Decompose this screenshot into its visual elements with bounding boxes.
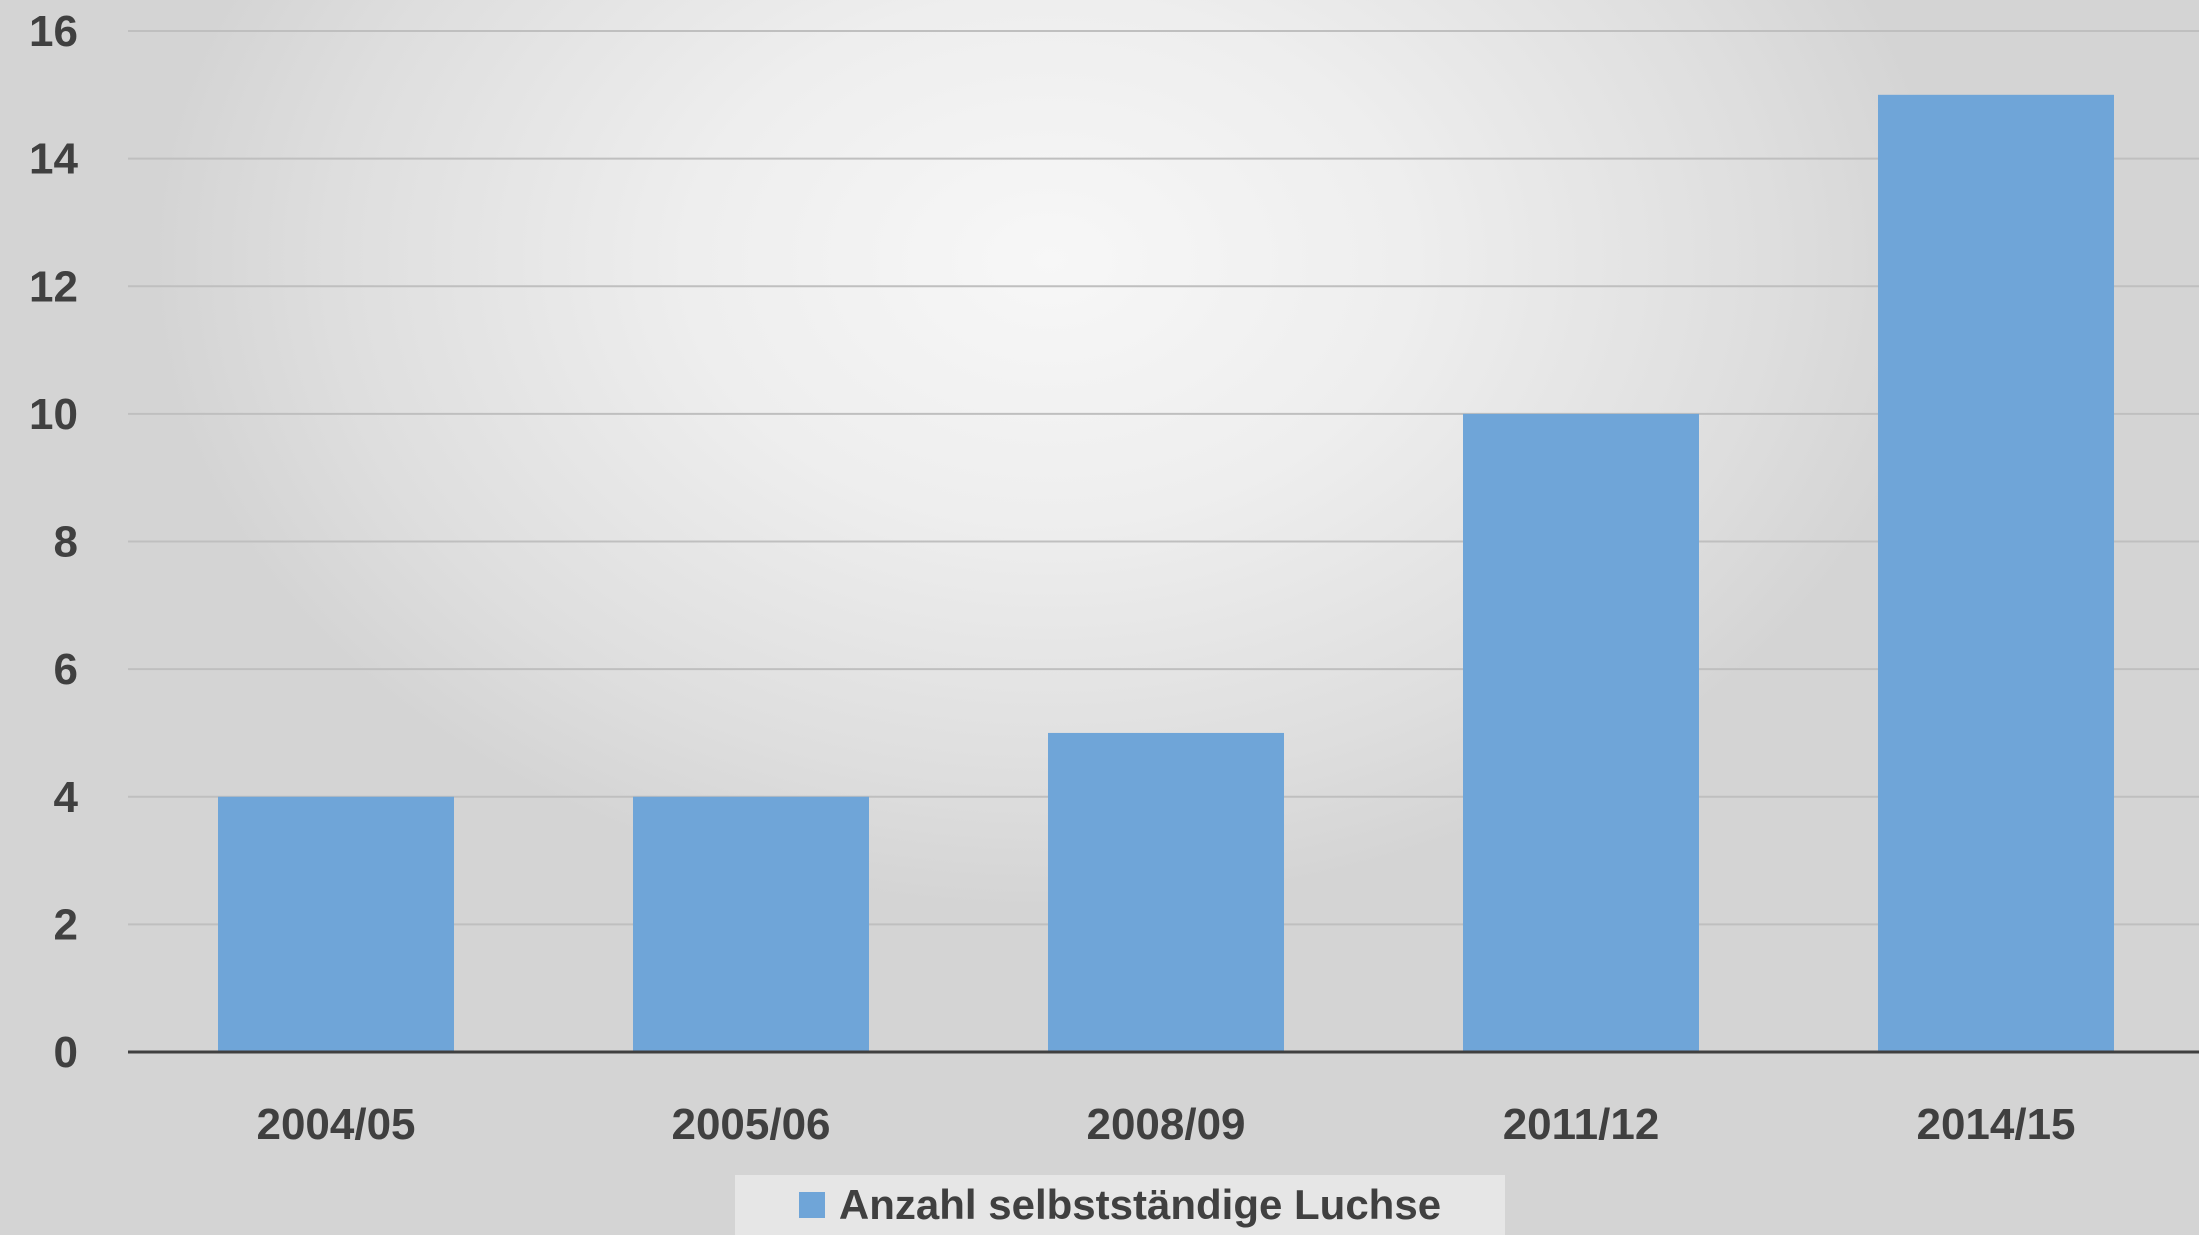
x-tick-label: 2005/06: [671, 1100, 830, 1149]
bar: [1878, 94, 2114, 1052]
y-tick-label: 16: [29, 7, 78, 56]
x-tick-label: 2004/05: [256, 1100, 415, 1149]
bar: [633, 796, 869, 1052]
legend: Anzahl selbstständige Luchse: [735, 1175, 1505, 1235]
legend-swatch: [798, 1192, 825, 1218]
x-tick-label: 2014/15: [1916, 1100, 2075, 1149]
y-tick-label: 8: [54, 518, 78, 567]
x-axis-tick-labels: 2004/05 2005/06 2008/09 2011/12 2014/15: [256, 1100, 2075, 1149]
y-tick-label: 2: [54, 900, 78, 949]
y-axis-tick-labels: 0 2 4 6 8 10 12 14 16: [29, 7, 78, 1077]
x-tick-label: 2008/09: [1086, 1100, 1245, 1149]
gridlines: [128, 30, 2199, 926]
bars: [218, 94, 2114, 1052]
y-tick-label: 0: [54, 1028, 78, 1077]
y-tick-label: 6: [54, 645, 78, 694]
y-tick-label: 4: [54, 773, 79, 822]
y-tick-label: 10: [29, 390, 78, 439]
bar: [1048, 732, 1284, 1052]
bar: [1463, 413, 1699, 1052]
y-tick-label: 14: [29, 135, 78, 184]
x-tick-label: 2011/12: [1503, 1100, 1660, 1149]
legend-label: Anzahl selbstständige Luchse: [838, 1181, 1442, 1228]
y-tick-label: 12: [29, 262, 78, 311]
bar: [218, 796, 454, 1052]
